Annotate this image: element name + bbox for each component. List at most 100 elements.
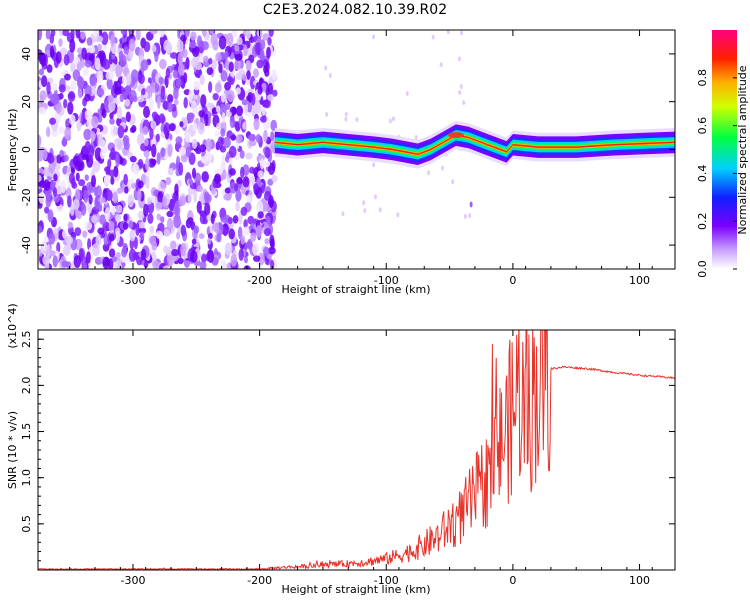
heatmap-cell: [235, 87, 241, 95]
heatmap-cell: [190, 31, 197, 41]
heatmap-cell: [139, 231, 145, 241]
heatmap-cell: [177, 52, 183, 66]
heatmap-cell: [38, 148, 44, 162]
heatmap-cell: [241, 99, 248, 106]
colorbar-tick-label: 0.2: [696, 212, 709, 230]
heatmap-cell: [230, 134, 237, 141]
heatmap-cell: [257, 252, 265, 266]
heatmap-cell: [137, 84, 143, 92]
heatmap-cell: [199, 213, 207, 225]
heatmap-cell: [210, 32, 218, 46]
heatmap-cell: [176, 39, 184, 53]
heatmap-cell: [145, 175, 150, 189]
heatmap-cell: [48, 232, 56, 245]
heatmap-cell: [439, 62, 443, 68]
heatmap-cell: [151, 44, 157, 53]
heatmap-cell: [187, 217, 194, 224]
heatmap-cell: [263, 246, 270, 257]
heatmap-cell: [69, 62, 76, 73]
heatmap-cell: [241, 74, 248, 81]
heatmap-cell: [80, 31, 86, 40]
heatmap-cell: [111, 256, 118, 263]
heatmap-cell: [457, 56, 461, 62]
heatmap-cell: [264, 147, 271, 159]
heatmap-cell: [64, 73, 71, 81]
heatmap-cell: [112, 191, 118, 204]
heatmap-cell: [77, 87, 83, 99]
heatmap-cell: [135, 30, 141, 41]
heatmap-cell: [268, 195, 274, 209]
heatmap-cell: [46, 126, 51, 138]
heatmap-cell: [154, 48, 159, 63]
heatmap-ridge-band: [274, 134, 675, 155]
heatmap-cell: [159, 30, 165, 38]
x-tick-label: -300: [120, 574, 145, 587]
heatmap-cell: [324, 65, 328, 71]
heatmap-cell: [38, 192, 46, 205]
heatmap-cell: [67, 101, 74, 115]
heatmap-cell: [216, 233, 222, 243]
heatmap-cell: [396, 212, 400, 218]
heatmap-cell: [110, 176, 115, 185]
heatmap-cell: [75, 172, 80, 182]
heatmap-cell: [372, 34, 376, 40]
heatmap-cell: [224, 50, 229, 59]
heatmap-cell: [142, 105, 151, 119]
heatmap-cell: [260, 115, 267, 123]
heatmap-cell: [226, 76, 234, 83]
heatmap-cell: [64, 126, 72, 140]
heatmap-cell: [108, 248, 116, 258]
heatmap-cell: [372, 162, 376, 168]
heatmap-cell: [218, 35, 227, 50]
heatmap-cell: [97, 108, 102, 116]
heatmap-cell: [224, 242, 233, 256]
heatmap-cell: [173, 99, 179, 106]
heatmap-cell: [49, 117, 56, 125]
heatmap-cell: [160, 216, 165, 223]
heatmap-cell: [175, 78, 182, 88]
heatmap-cell: [38, 68, 45, 76]
snr-line-marks: [38, 330, 675, 570]
heatmap-cell: [73, 255, 81, 268]
heatmap-cell: [214, 82, 222, 94]
snr-series-line: [38, 330, 675, 570]
heatmap-cell: [183, 97, 188, 109]
heatmap-cell: [137, 210, 145, 220]
heatmap-cell: [138, 73, 145, 85]
heatmap-cell: [52, 255, 58, 268]
heatmap-cell: [221, 159, 227, 169]
heatmap-cell: [198, 110, 205, 118]
heatmap-cell: [172, 69, 179, 79]
heatmap-cell: [116, 106, 123, 120]
bottom-plot-frame: [37, 329, 676, 571]
heatmap-cell: [110, 34, 115, 47]
heatmap-cell: [270, 259, 275, 269]
heatmap-cell: [267, 36, 272, 46]
heatmap-cell: [192, 122, 198, 132]
heatmap-peak: [447, 132, 464, 139]
heatmap-cell: [99, 148, 105, 160]
bottom-y-axis-label: SNR (10 * v/v): [6, 411, 19, 489]
y-tick-label: 40: [20, 47, 33, 61]
x-tick-label: 100: [629, 274, 650, 287]
heatmap-cell: [199, 144, 207, 153]
heatmap-cell: [256, 200, 264, 215]
heatmap-cell: [227, 216, 233, 225]
heatmap-cell: [76, 120, 82, 132]
heatmap-cell: [362, 200, 366, 206]
heatmap-cell: [344, 116, 348, 122]
heatmap-cell: [155, 230, 163, 240]
x-tick-label: 100: [629, 574, 650, 587]
heatmap-cell: [344, 111, 348, 117]
heatmap-cell: [177, 257, 184, 265]
y-tick-label: 20: [20, 95, 33, 109]
heatmap-cell: [110, 147, 116, 161]
heatmap-cell: [373, 194, 377, 200]
heatmap-cell: [213, 173, 221, 184]
heatmap-cell: [264, 160, 271, 168]
heatmap-cell: [163, 245, 168, 254]
heatmap-cell: [143, 41, 151, 53]
heatmap-cell: [225, 111, 232, 118]
heatmap-cell: [90, 131, 96, 143]
heatmap-cell: [160, 147, 166, 158]
